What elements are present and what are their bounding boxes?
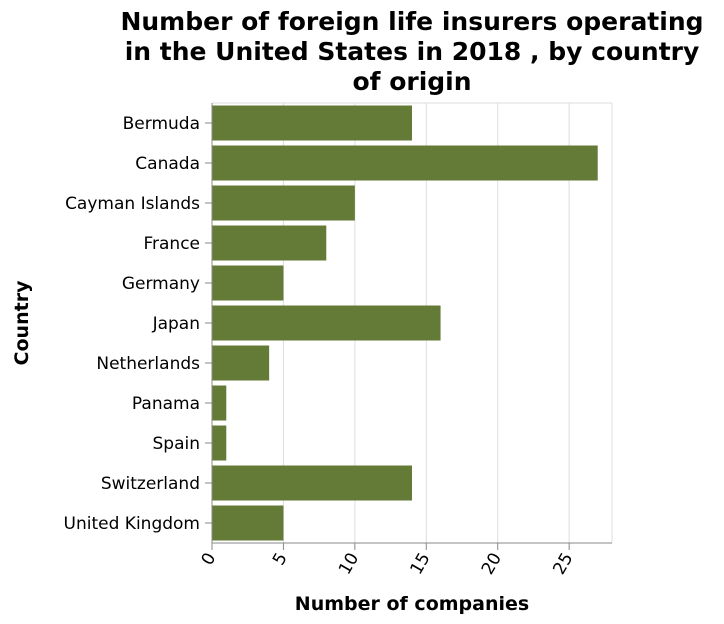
bar-netherlands xyxy=(212,345,270,381)
x-tick-labels: 0 5 10 15 20 25 xyxy=(198,550,578,579)
chart-title: Number of foreign life insurers operatin… xyxy=(120,7,703,96)
y-tick-labels: Bermuda Canada Cayman Islands France Germany… xyxy=(64,114,201,534)
bar-panama xyxy=(212,385,227,421)
x-tick-label-0: 0 xyxy=(198,550,221,569)
bar-bermuda xyxy=(212,105,412,141)
bar-germany xyxy=(212,265,284,301)
y-tick-label-spain: Spain xyxy=(153,434,201,454)
bar-spain xyxy=(212,425,227,461)
bar-united-kingdom xyxy=(212,505,284,541)
x-tick-label-15: 15 xyxy=(406,550,434,579)
y-tick-label-france: France xyxy=(143,234,200,254)
x-tick-label-20: 20 xyxy=(478,550,506,579)
bar-canada xyxy=(212,145,598,181)
x-tick-label-10: 10 xyxy=(335,550,363,579)
x-axis-title: Number of companies xyxy=(295,593,529,615)
y-axis-title: Country xyxy=(11,280,33,366)
chart-title-line-2: in the United States in 2018 , by countr… xyxy=(125,37,700,66)
y-tick-label-germany: Germany xyxy=(122,274,200,294)
y-tick-label-panama: Panama xyxy=(132,394,200,414)
x-tick-label-25: 25 xyxy=(549,550,577,579)
y-tick-label-canada: Canada xyxy=(135,154,200,174)
y-tick-label-cayman-islands: Cayman Islands xyxy=(65,194,200,214)
bar-cayman-islands xyxy=(212,185,355,221)
x-tick-label-5: 5 xyxy=(269,550,292,569)
y-tick-label-switzerland: Switzerland xyxy=(101,474,200,494)
bar-switzerland xyxy=(212,465,412,501)
y-tick-label-japan: Japan xyxy=(152,314,200,334)
chart-title-line-1: Number of foreign life insurers operatin… xyxy=(120,7,703,36)
bar-japan xyxy=(212,305,441,341)
y-tick-label-united-kingdom: United Kingdom xyxy=(64,514,200,534)
chart-title-line-3: of origin xyxy=(352,67,471,96)
axes xyxy=(205,103,612,550)
y-tick-label-bermuda: Bermuda xyxy=(123,114,200,134)
bar-france xyxy=(212,225,327,261)
y-tick-label-netherlands: Netherlands xyxy=(96,354,200,374)
bars xyxy=(212,105,598,541)
